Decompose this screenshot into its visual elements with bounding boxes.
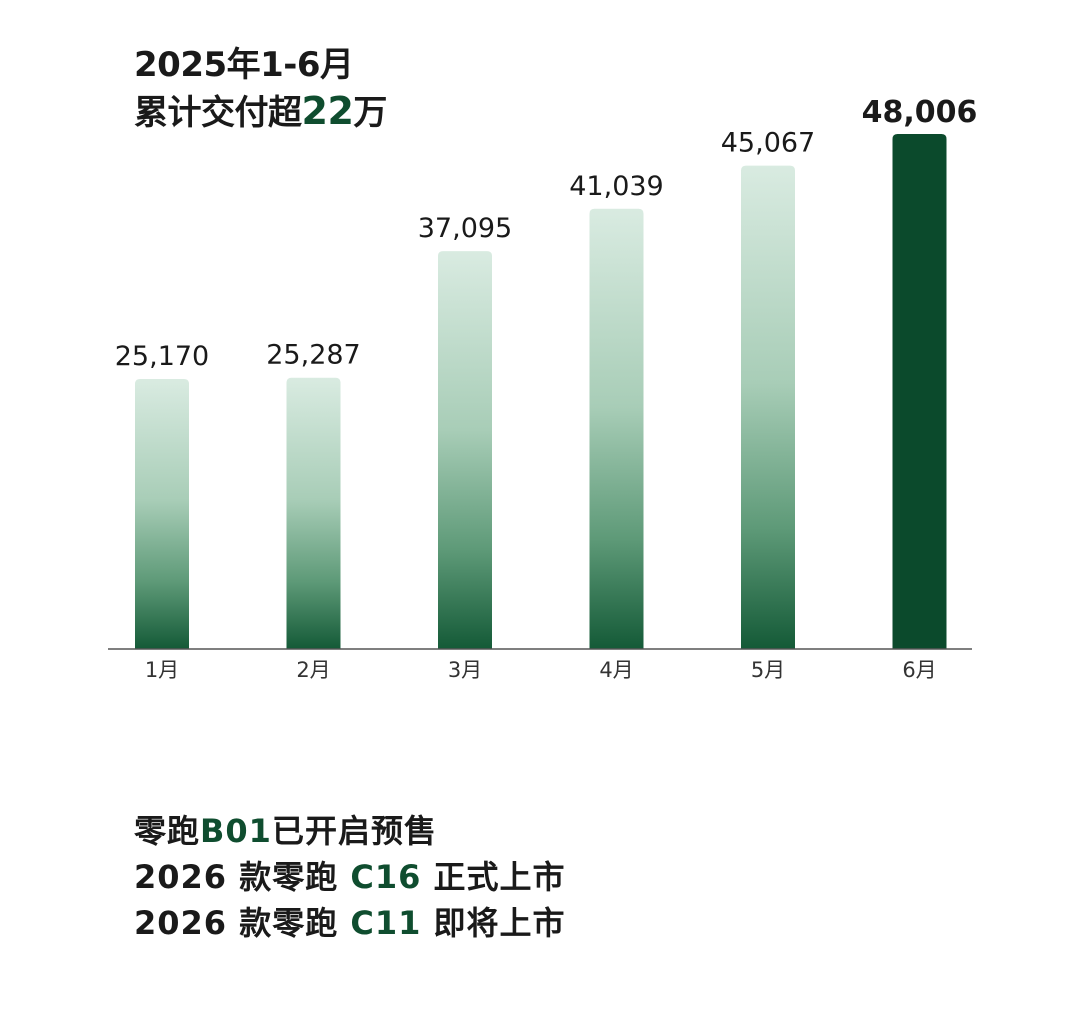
bar-2-value-label: 25,287: [266, 340, 360, 371]
footer-line-3-suffix: 即将上市: [421, 904, 566, 942]
footer-line-1-prefix: 零跑: [134, 812, 201, 850]
bar-5-value-label: 45,067: [721, 128, 815, 159]
bar-2: [286, 377, 341, 649]
bar-3-value-label: 37,095: [418, 213, 512, 244]
bar-1-value-label: 25,170: [115, 341, 209, 372]
bar-4-value-label: 41,039: [569, 171, 663, 202]
footer-line-1-model: B01: [200, 812, 272, 850]
x-tick-label-5: 5月: [751, 658, 785, 682]
x-tick-labels: 1月 2月 3月 4月 5月 6月: [145, 658, 937, 682]
bar-4: [589, 208, 644, 650]
x-tick-label-3: 3月: [448, 658, 482, 682]
footer-line-3: 2026 款零跑 C11 即将上市: [134, 900, 566, 946]
headline-summary-suffix: 万: [353, 93, 387, 133]
bar-5: [741, 165, 795, 649]
bar-6-value-label: 48,006: [862, 95, 978, 130]
headline-summary-number: 22: [301, 89, 354, 133]
footer-line-1-suffix: 已开启预售: [271, 812, 437, 850]
footer-line-3-prefix: 2026 款零跑: [134, 904, 351, 942]
footer-line-2-model: C16: [350, 858, 422, 896]
footer-line-2-suffix: 正式上市: [421, 858, 566, 896]
headline-period: 2025年1-6月: [134, 45, 354, 85]
x-tick-label-6: 6月: [902, 658, 936, 682]
bars-group: 25,170 25,287 37,095 41,039 45,067 48,006: [115, 95, 978, 650]
footer-line-1: 零跑B01已开启预售: [134, 808, 566, 854]
footer-announcements: 零跑B01已开启预售 2026 款零跑 C16 正式上市 2026 款零跑 C1…: [134, 808, 566, 946]
x-tick-label-2: 2月: [296, 658, 330, 682]
bar-1: [135, 379, 189, 649]
x-tick-label-1: 1月: [145, 658, 179, 682]
headline: 2025年1-6月 累计交付超22万: [134, 42, 387, 136]
monthly-deliveries-bar-chart: 25,170 25,287 37,095 41,039 45,067 48,006 1月 2…: [108, 95, 978, 682]
headline-summary: 累计交付超22万: [134, 88, 387, 136]
footer-line-2: 2026 款零跑 C16 正式上市: [134, 854, 566, 900]
footer-line-3-model: C11: [350, 904, 422, 942]
x-tick-label-4: 4月: [599, 658, 633, 682]
bar-6: [892, 134, 947, 650]
headline-summary-prefix: 累计交付超: [134, 93, 302, 133]
footer-line-2-prefix: 2026 款零跑: [134, 858, 351, 896]
bar-3: [438, 251, 492, 649]
